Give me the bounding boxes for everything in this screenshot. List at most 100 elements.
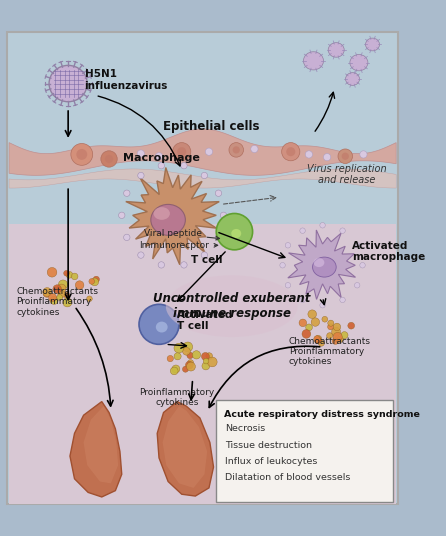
Circle shape [206, 353, 213, 359]
Circle shape [308, 310, 317, 318]
Circle shape [75, 281, 84, 289]
Circle shape [93, 276, 99, 282]
Circle shape [229, 143, 244, 157]
Circle shape [207, 357, 217, 367]
Ellipse shape [366, 38, 380, 51]
Circle shape [215, 190, 222, 196]
Ellipse shape [328, 43, 344, 57]
Circle shape [300, 297, 306, 303]
Circle shape [322, 316, 328, 322]
Circle shape [71, 273, 78, 280]
Ellipse shape [231, 229, 241, 238]
Circle shape [311, 318, 320, 326]
Circle shape [57, 295, 62, 300]
Polygon shape [9, 225, 396, 504]
Circle shape [340, 228, 345, 233]
Circle shape [220, 212, 227, 219]
Circle shape [355, 243, 360, 248]
Circle shape [50, 296, 58, 304]
Circle shape [320, 302, 325, 308]
Circle shape [66, 271, 73, 278]
Circle shape [155, 153, 163, 160]
Circle shape [320, 222, 325, 228]
Circle shape [183, 342, 193, 352]
Circle shape [91, 278, 99, 286]
Circle shape [177, 147, 186, 156]
Circle shape [341, 332, 348, 339]
Ellipse shape [314, 258, 324, 267]
Circle shape [282, 143, 300, 161]
Circle shape [201, 252, 207, 258]
Circle shape [314, 337, 321, 344]
Circle shape [105, 155, 113, 163]
Circle shape [63, 298, 72, 307]
Text: Uncontrolled exuberant
immune response: Uncontrolled exuberant immune response [153, 292, 310, 320]
Text: Tissue destruction: Tissue destruction [225, 441, 312, 450]
Circle shape [174, 343, 184, 353]
Circle shape [233, 146, 240, 153]
Circle shape [158, 162, 165, 169]
Polygon shape [163, 406, 207, 488]
Polygon shape [70, 401, 122, 497]
Circle shape [332, 327, 341, 336]
Text: Proinflammatory
cytokines: Proinflammatory cytokines [140, 388, 215, 407]
Text: Activated
macrophage: Activated macrophage [351, 241, 425, 263]
Text: Macrophage: Macrophage [123, 153, 200, 162]
Polygon shape [9, 129, 396, 175]
Text: Dilatation of blood vessels: Dilatation of blood vessels [225, 473, 351, 482]
Circle shape [285, 243, 291, 248]
Circle shape [280, 263, 285, 268]
Circle shape [43, 288, 52, 296]
Circle shape [124, 234, 130, 241]
Circle shape [201, 173, 207, 178]
Circle shape [119, 212, 125, 219]
Circle shape [182, 347, 190, 355]
Circle shape [342, 153, 349, 160]
Circle shape [314, 336, 320, 342]
Circle shape [158, 262, 165, 268]
Circle shape [173, 143, 191, 161]
Circle shape [355, 282, 360, 288]
Polygon shape [83, 406, 118, 483]
Circle shape [328, 320, 334, 326]
Circle shape [76, 149, 87, 160]
Circle shape [338, 149, 352, 163]
Circle shape [203, 359, 209, 364]
Circle shape [360, 151, 367, 158]
Text: Immunorecptor: Immunorecptor [139, 241, 218, 250]
Circle shape [300, 228, 306, 233]
Text: Influx of leukocytes: Influx of leukocytes [225, 457, 318, 466]
Ellipse shape [156, 322, 168, 332]
Circle shape [139, 304, 179, 344]
Circle shape [182, 366, 189, 372]
Circle shape [360, 263, 365, 268]
Circle shape [192, 351, 201, 359]
Circle shape [174, 353, 181, 360]
Text: Viral peptide: Viral peptide [144, 229, 219, 240]
Circle shape [181, 162, 187, 169]
Text: Necrosis: Necrosis [225, 425, 265, 433]
Ellipse shape [346, 73, 359, 85]
Circle shape [299, 319, 307, 326]
Circle shape [186, 362, 195, 371]
Ellipse shape [303, 52, 323, 70]
Circle shape [285, 282, 291, 288]
Circle shape [89, 279, 95, 284]
Circle shape [348, 322, 355, 329]
Circle shape [302, 330, 311, 338]
Circle shape [58, 280, 68, 289]
Text: Epithelial cells: Epithelial cells [162, 120, 259, 133]
Circle shape [215, 234, 222, 241]
Circle shape [47, 267, 57, 277]
Circle shape [53, 285, 62, 293]
Ellipse shape [49, 65, 87, 102]
Polygon shape [9, 169, 396, 188]
Circle shape [333, 323, 341, 331]
Circle shape [187, 352, 193, 359]
Circle shape [202, 362, 210, 370]
Circle shape [202, 353, 209, 360]
Circle shape [57, 284, 66, 294]
Ellipse shape [350, 55, 368, 71]
Circle shape [332, 338, 339, 344]
Circle shape [167, 355, 173, 362]
